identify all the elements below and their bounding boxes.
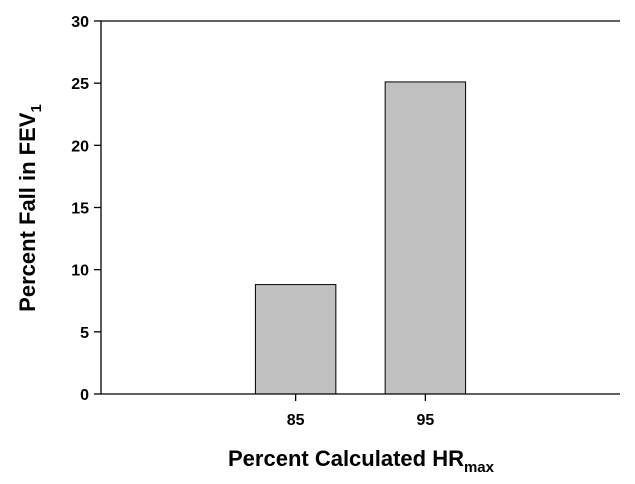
y-tick-label: 15: [71, 201, 89, 218]
x-axis-title-main: Percent Calculated HR: [228, 446, 464, 471]
plot-frame: [100, 20, 620, 395]
y-tick-label: 0: [80, 387, 89, 404]
y-tick-label: 30: [71, 14, 89, 31]
y-tick-label: 20: [71, 138, 89, 155]
x-tick-label: 95: [416, 412, 434, 429]
bar-85: [254, 284, 337, 395]
y-axis-title-subscript: 1: [28, 104, 45, 112]
y-axis-title-main: Percent Fall in FEV: [15, 112, 40, 312]
x-tick-label: 85: [287, 412, 305, 429]
y-tick-label: 10: [71, 263, 89, 280]
y-axis-ticks: 0 5 10 15 20 25 30: [71, 14, 101, 404]
y-tick-label: 5: [80, 325, 89, 342]
bar-95: [384, 81, 467, 395]
y-tick-label: 25: [71, 76, 89, 93]
x-axis-title-subscript: max: [464, 459, 495, 476]
bars: [254, 81, 467, 395]
y-axis-title: Percent Fall in FEV1: [15, 104, 45, 312]
x-axis-ticks: 85 95: [287, 394, 434, 429]
x-axis-title: Percent Calculated HRmax: [228, 446, 495, 476]
